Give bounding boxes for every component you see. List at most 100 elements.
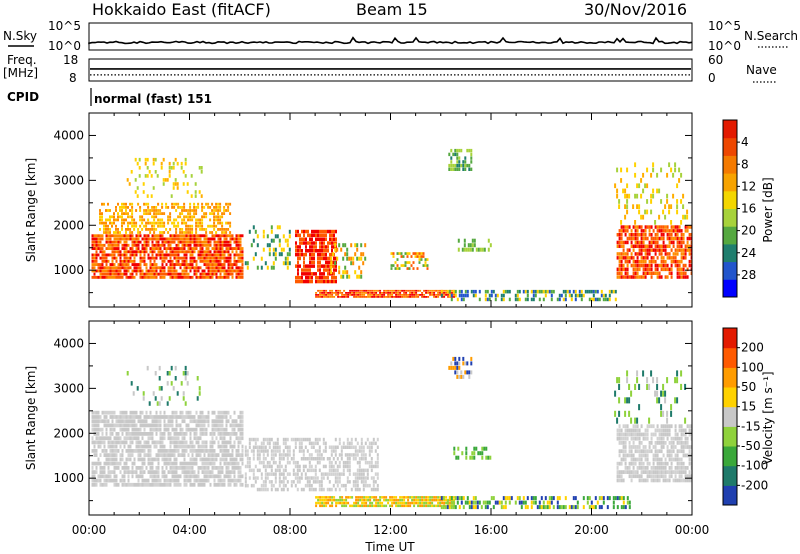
velocity-echo-cell (252, 457, 255, 461)
power-echo-cell (187, 237, 190, 241)
power-echo-cell (508, 289, 511, 294)
velocity-echo-cell (121, 427, 124, 432)
power-echo-cell (165, 240, 168, 244)
velocity-echo-cell (464, 370, 467, 375)
power-echo-cell (217, 202, 220, 206)
velocity-echo-cell (510, 496, 513, 501)
velocity-echo-cell (207, 478, 210, 483)
power-echo-cell (454, 289, 457, 294)
power-echo-cell (139, 256, 142, 260)
power-echo-cell (239, 237, 242, 241)
power-echo-cell (672, 259, 675, 264)
velocity-echo-cell (93, 427, 96, 432)
power-echo-cell (219, 259, 222, 263)
velocity-echo-cell (339, 496, 342, 499)
velocity-echo-cell (288, 449, 291, 453)
velocity-echo-cell (532, 496, 535, 501)
velocity-echo-cell (343, 504, 346, 508)
power-echo-cell (618, 252, 621, 256)
velocity-echo-cell (618, 428, 621, 433)
power-echo-cell (466, 293, 469, 298)
power-echo-cell (187, 234, 190, 238)
velocity-echo-cell (141, 457, 144, 462)
velocity-echo-cell (341, 498, 344, 502)
velocity-echo-cell (121, 415, 124, 419)
power-echo-cell (171, 202, 174, 206)
velocity-echo-cell (174, 365, 177, 371)
power-echo-cell (117, 228, 119, 231)
power-echo-cell (153, 263, 156, 266)
velocity-echo-cell (181, 470, 184, 474)
velocity-echo-cell (207, 457, 210, 462)
power-echo-cell (189, 240, 192, 244)
power-echo-cell (205, 247, 208, 250)
power-echo-cell (634, 267, 637, 272)
power-echo-cell (336, 247, 339, 252)
velocity-echo-cell (231, 466, 234, 470)
velocity-echo-cell (151, 432, 154, 436)
power-echo-cell (153, 243, 156, 247)
power-echo-cell (129, 231, 132, 234)
velocity-echo-cell (314, 441, 317, 446)
power-echo-cell (371, 296, 374, 298)
power-echo-cell (199, 250, 202, 254)
velocity-echo-cell (137, 453, 140, 457)
velocity-echo-cell (354, 476, 357, 480)
power-echo-cell (301, 237, 303, 241)
power-echo-cell (447, 296, 450, 298)
velocity-echo-cell (165, 466, 168, 470)
power-echo-cell (201, 259, 204, 263)
power-echo-cell (323, 279, 325, 284)
velocity-echo-cell (131, 432, 134, 436)
power-echo-cell (664, 214, 667, 220)
velocity-echo-cell (165, 453, 168, 457)
y-tick-label: 2000 (53, 218, 84, 232)
power-echo-cell (638, 248, 641, 252)
power-echo-cell (172, 186, 175, 190)
power-echo-cell (229, 269, 232, 273)
velocity-echo-cell (462, 374, 465, 379)
power-echo-cell (355, 296, 358, 298)
power-echo-cell (91, 256, 94, 260)
power-echo-cell (638, 209, 641, 215)
velocity-echo-cell (209, 474, 212, 479)
power-echo-cell (640, 178, 643, 183)
velocity-echo-cell (149, 453, 152, 457)
velocity-echo-cell (356, 441, 359, 446)
velocity-echo-cell (141, 444, 144, 449)
power-echo-cell (462, 293, 465, 298)
power-echo-cell (237, 266, 240, 270)
power-echo-cell (642, 229, 645, 233)
velocity-echo-cell (179, 474, 182, 479)
power-echo-cell (305, 275, 307, 280)
power-echo-cell (580, 289, 583, 294)
power-echo-cell (109, 266, 112, 270)
velocity-echo-cell (360, 468, 363, 473)
velocity-echo-cell (109, 461, 112, 466)
velocity-echo-cell (153, 478, 156, 483)
power-echo-cell (383, 292, 386, 294)
power-echo-cell (453, 296, 456, 298)
power-echo-cell (213, 259, 216, 263)
velocity-echo-cell (286, 437, 289, 442)
velocity-echo-cell (99, 436, 102, 441)
power-echo-cell (125, 263, 128, 266)
power-echo-cell (191, 240, 194, 244)
velocity-echo-cell (330, 472, 333, 476)
velocity-echo-cell (189, 474, 192, 479)
power-echo-cell (405, 294, 408, 296)
power-echo-cell (346, 247, 349, 252)
power-echo-cell (223, 209, 226, 212)
velocity-echo-cell (341, 504, 344, 508)
power-echo-cell (111, 253, 114, 257)
power-echo-cell (672, 236, 675, 241)
velocity-echo-cell (185, 415, 188, 419)
power-echo-cell (125, 259, 128, 263)
velocity-echo-cell (145, 466, 148, 470)
velocity-echo-cell (359, 496, 362, 499)
power-echo-cell (219, 272, 222, 276)
power-echo-cell (99, 212, 101, 215)
velocity-echo-cell (362, 483, 365, 488)
power-echo-cell (352, 256, 355, 261)
power-echo-cell (319, 289, 322, 292)
